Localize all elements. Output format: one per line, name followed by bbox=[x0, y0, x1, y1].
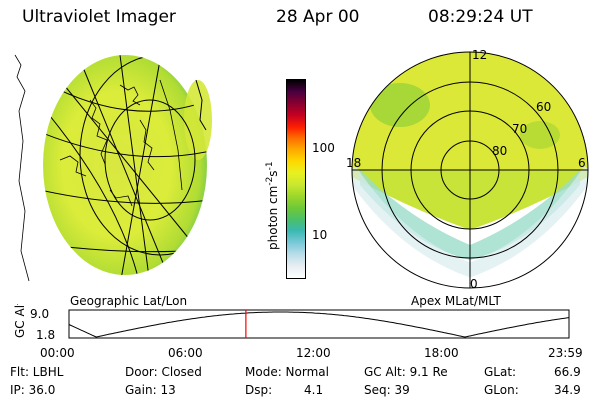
date-readout: 28 Apr 00 bbox=[276, 7, 360, 27]
ip-readout: IP: 36.0 bbox=[10, 383, 56, 397]
mlt-label-0: 0 bbox=[470, 277, 478, 291]
orbit-ytick-bottom: 1.8 bbox=[36, 328, 55, 342]
mode-readout: Mode: Normal bbox=[245, 365, 329, 379]
glon-label: GLon: bbox=[484, 383, 519, 397]
orbit-xtick-1800: 18:00 bbox=[424, 346, 459, 360]
oval-edge bbox=[184, 80, 212, 160]
apex-label: Apex MLat/MLT bbox=[411, 294, 501, 308]
coastlines bbox=[59, 79, 183, 207]
time-readout: 08:29:24 UT bbox=[428, 7, 533, 27]
orbit-xtick-0000: 00:00 bbox=[40, 346, 75, 360]
mlt-label-12: 12 bbox=[472, 48, 487, 62]
orbit-xtick-0600: 06:00 bbox=[168, 346, 203, 360]
mlat-label-70: 70 bbox=[512, 122, 527, 136]
glat-label: GLat: bbox=[484, 365, 517, 379]
colorbar-tick-100: 100 bbox=[312, 141, 335, 155]
orbit-ytick-top: 9.0 bbox=[30, 307, 49, 321]
glat-value: 66.9 bbox=[554, 365, 581, 379]
seq-readout: Seq: 39 bbox=[364, 383, 410, 397]
color-bar bbox=[286, 79, 306, 279]
glon-value: 34.9 bbox=[554, 383, 581, 397]
polar-mlt-plot: 12 18 6 0 60 70 80 bbox=[346, 48, 589, 291]
door-readout: Door: Closed bbox=[125, 365, 202, 379]
gain-readout: Gain: 13 bbox=[125, 383, 176, 397]
orbit-ylabel: GC Alt bbox=[13, 304, 27, 338]
orbit-xtick-1200: 12:00 bbox=[296, 346, 331, 360]
dsp-value: 4.1 bbox=[304, 383, 324, 397]
mlat-label-80: 80 bbox=[492, 144, 507, 158]
mlat-label-60: 60 bbox=[536, 100, 551, 114]
orbit-plot-frame bbox=[68, 309, 570, 339]
mlt-label-18: 18 bbox=[346, 156, 361, 170]
app-title: Ultraviolet Imager bbox=[22, 7, 176, 27]
colorbar-unit-label: photon cm-2s-1 bbox=[265, 161, 280, 250]
orbit-xtick-2359: 23:59 bbox=[548, 346, 583, 360]
geographic-uv-image bbox=[14, 54, 212, 282]
orbit-altitude-plot: GC Alt 9.0 1.8 00:00 06:00 12:00 18:00 2… bbox=[13, 304, 583, 360]
coast-outline-right bbox=[195, 79, 207, 131]
coast-outline-left bbox=[14, 54, 30, 282]
colorbar-tick-10: 10 bbox=[312, 228, 328, 242]
filter-readout: Flt: LBHL bbox=[10, 365, 64, 379]
polar-grid bbox=[351, 51, 589, 289]
orbit-curve bbox=[68, 311, 570, 338]
dsp-label: Dsp: bbox=[245, 383, 273, 397]
lat-lon-grid bbox=[43, 55, 207, 275]
gc-alt-readout: GC Alt: 9.1 Re bbox=[364, 365, 448, 379]
geographic-label: Geographic Lat/Lon bbox=[70, 294, 188, 308]
mlt-label-6: 6 bbox=[578, 156, 586, 170]
